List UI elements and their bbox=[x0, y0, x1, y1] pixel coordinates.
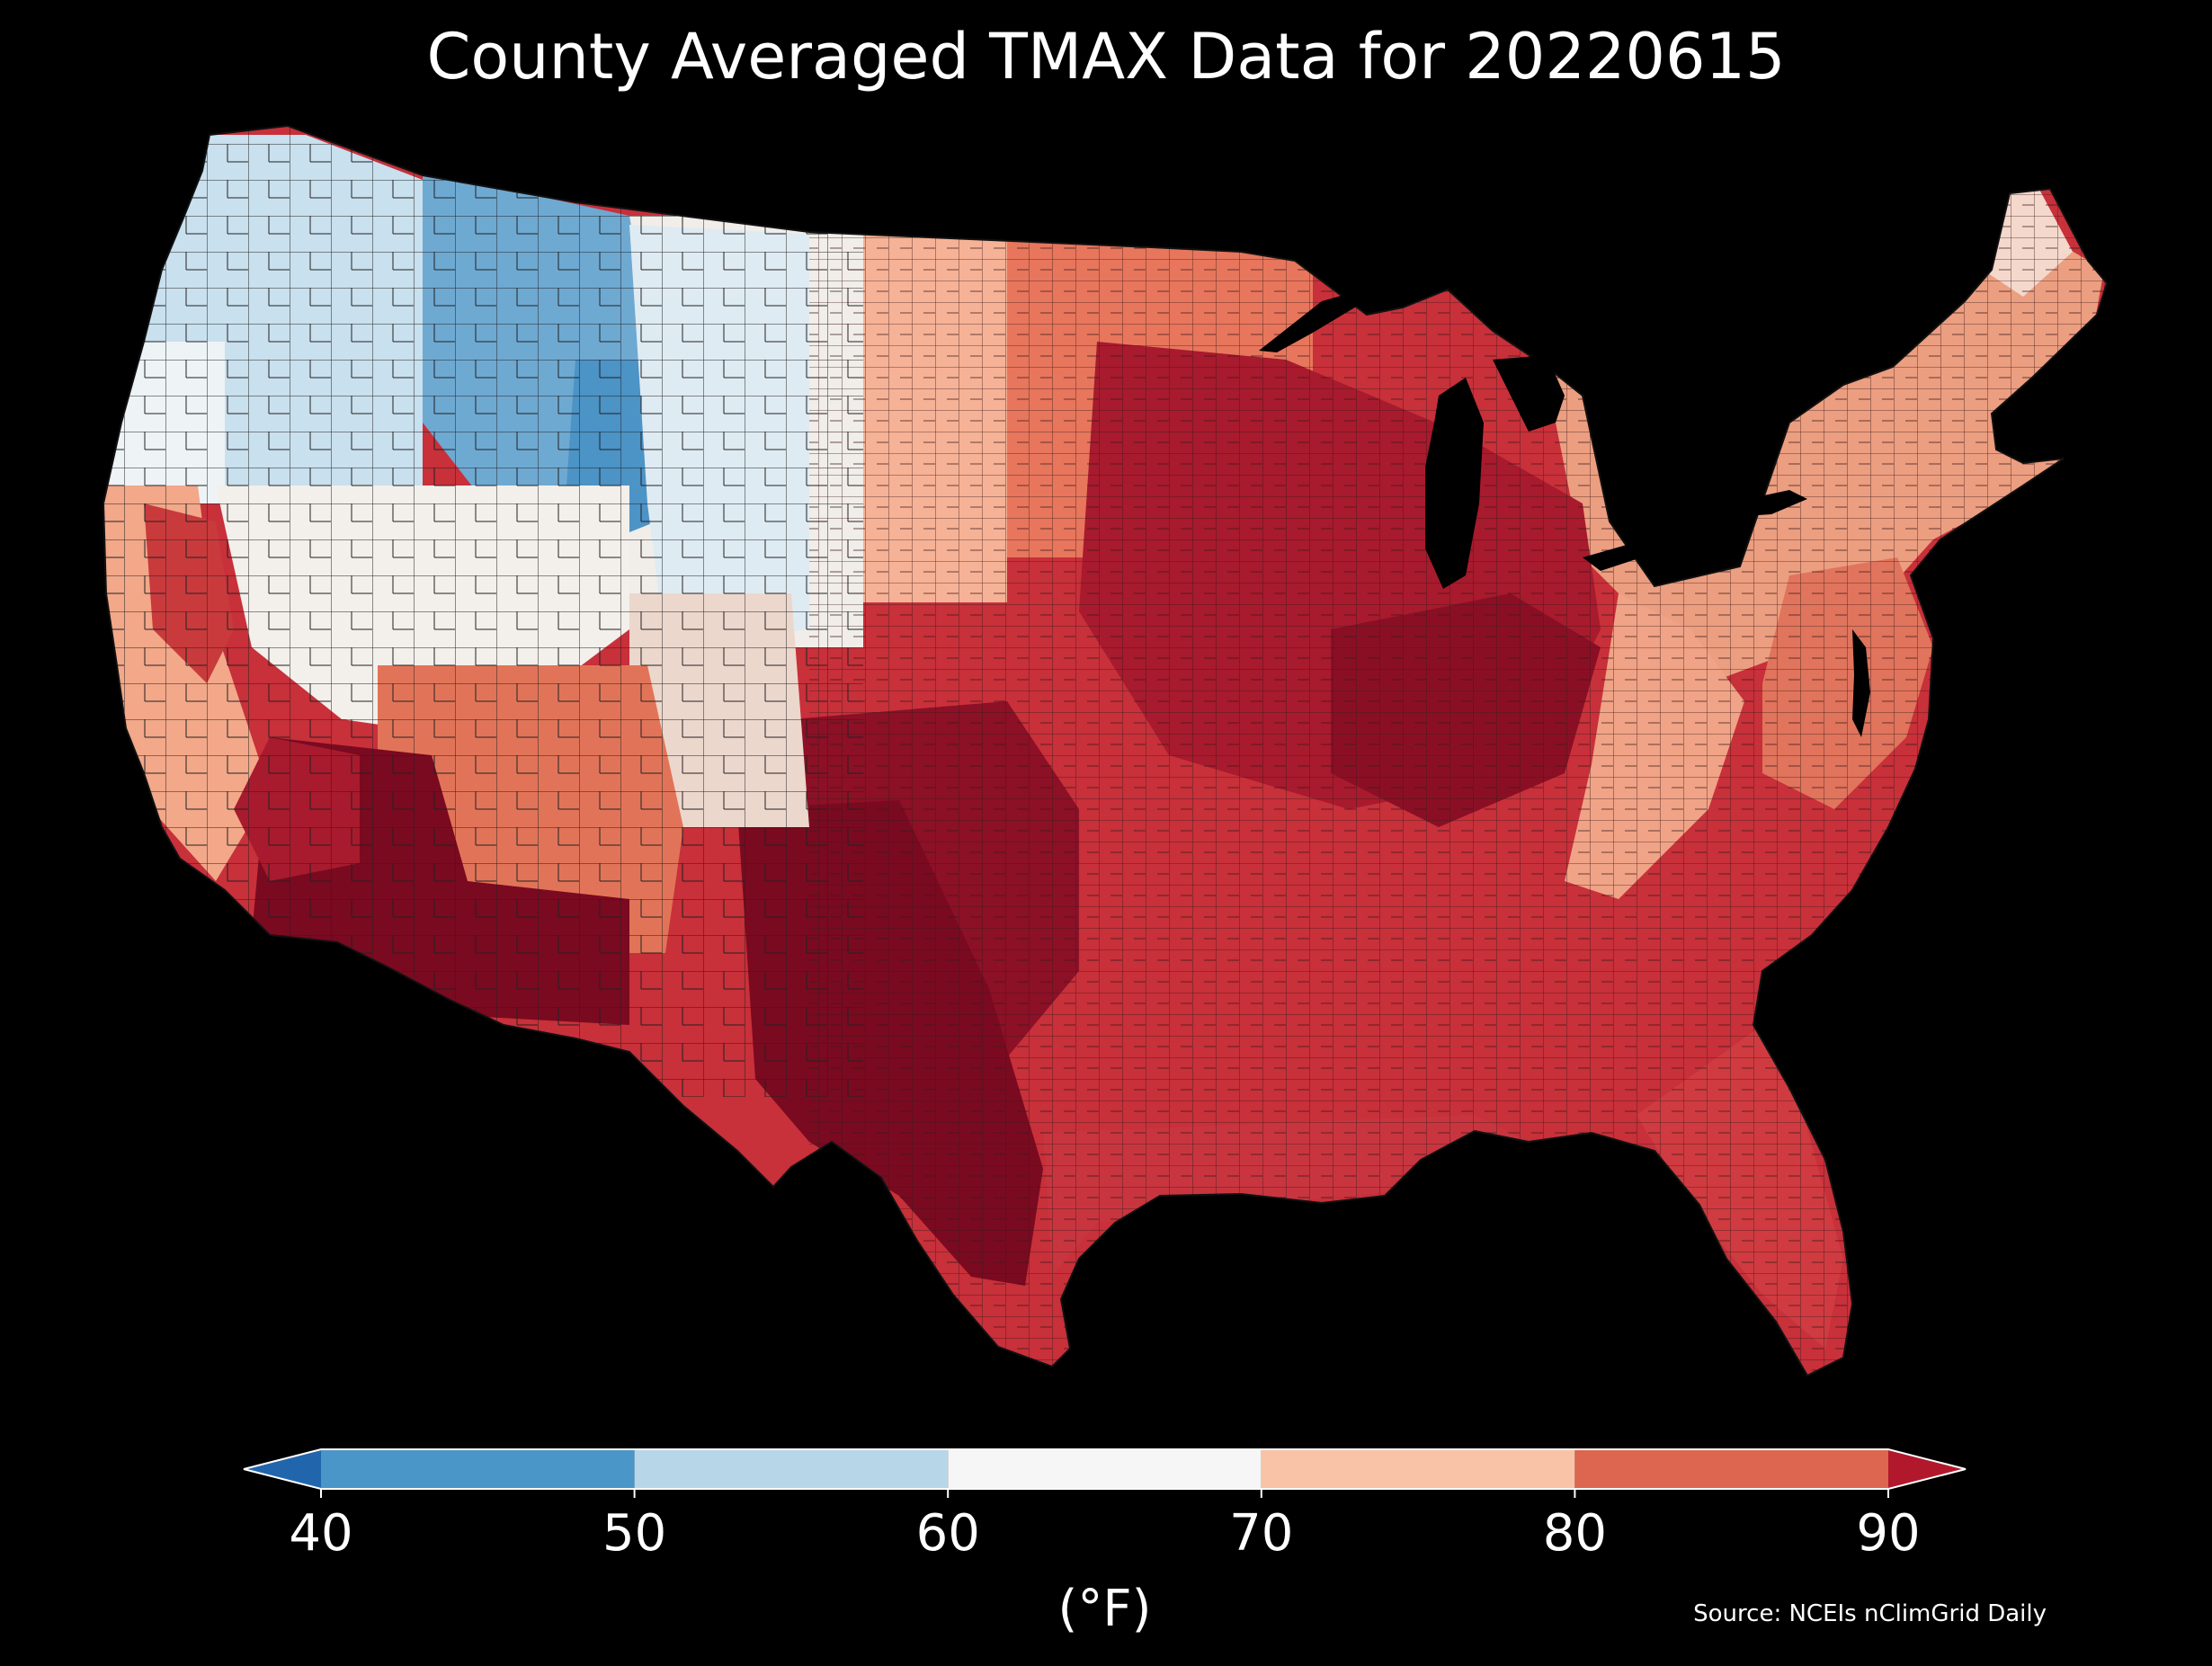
source-credit: Source: NCEIs nClimGrid Daily bbox=[1693, 1600, 2047, 1627]
colorbar-tick-label: 40 bbox=[289, 1504, 352, 1563]
chesapeake-bay bbox=[1852, 629, 1870, 737]
colorbar-tick-label: 50 bbox=[602, 1504, 666, 1563]
colorbar-over-arrow bbox=[1888, 1449, 1966, 1489]
colorbar-bin bbox=[948, 1449, 1262, 1489]
us-outline bbox=[102, 124, 2109, 1377]
lake-ontario bbox=[1726, 490, 1807, 517]
lake-huron bbox=[1493, 355, 1565, 432]
lake-superior bbox=[1259, 281, 1403, 352]
colorbar-tick-label: 80 bbox=[1543, 1504, 1607, 1563]
colorbar-bin bbox=[1261, 1449, 1575, 1489]
colorbar-tick-label: 70 bbox=[1229, 1504, 1293, 1563]
lake-michigan bbox=[1425, 378, 1484, 589]
lake-erie bbox=[1583, 530, 1681, 571]
map-title: County Averaged TMAX Data for 20220615 bbox=[426, 20, 1786, 94]
colorbar-tick-label: 90 bbox=[1856, 1504, 1920, 1563]
colorbar-bin bbox=[1574, 1449, 1888, 1489]
colorbar-bin bbox=[634, 1449, 949, 1489]
colorbar-group: 40 50 60 70 80 90 (°F) bbox=[243, 1448, 1967, 1638]
colorbar-tick-label: 60 bbox=[916, 1504, 980, 1563]
colorbar-bin bbox=[321, 1449, 635, 1489]
colorbar-under-arrow bbox=[244, 1449, 321, 1489]
colorbar-label: (°F) bbox=[1058, 1580, 1152, 1638]
